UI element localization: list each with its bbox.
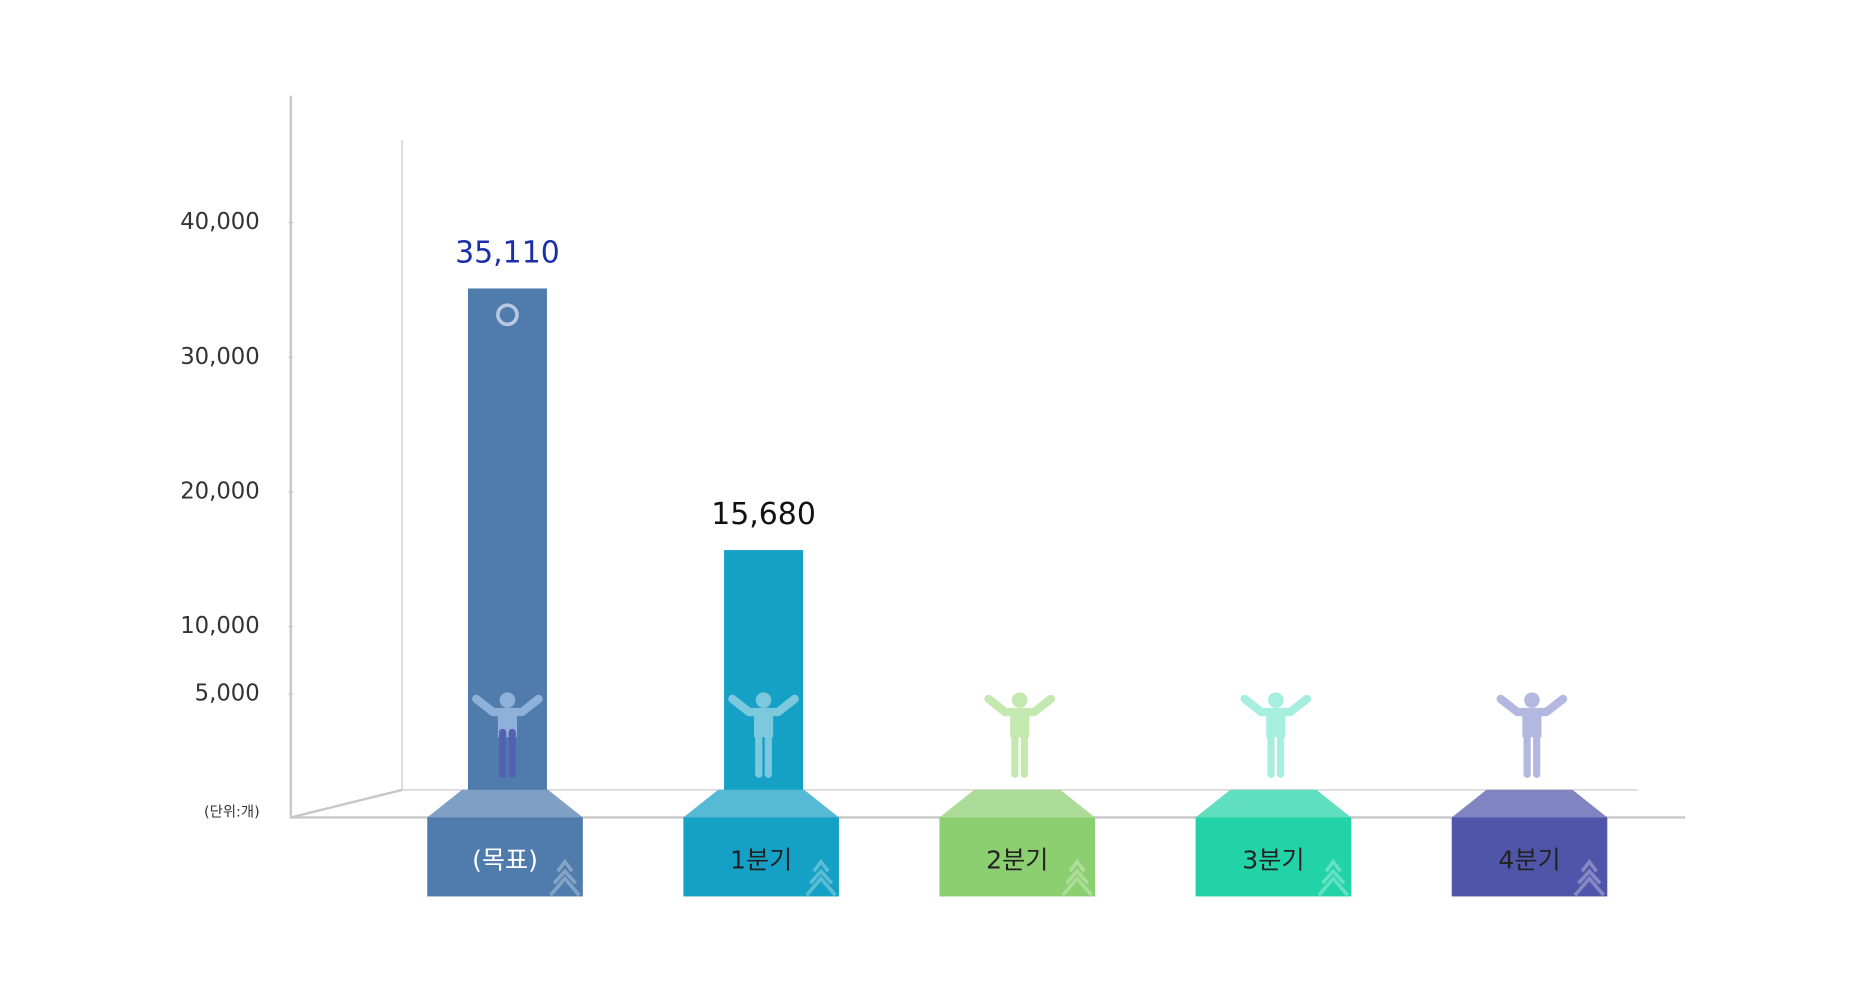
y-tick-label: 10,000 xyxy=(180,613,260,639)
pedestal-top xyxy=(683,789,839,818)
pedestal-top xyxy=(1195,789,1352,818)
y-tick-label: 20,000 xyxy=(180,478,260,504)
person-head xyxy=(499,692,516,708)
person-legs xyxy=(1011,728,1029,778)
unit-label: (단위:개) xyxy=(204,804,260,821)
y-tick-label: 30,000 xyxy=(180,344,260,370)
pedestal xyxy=(683,817,839,897)
pedestal-deco xyxy=(1573,858,1606,897)
pedestal xyxy=(1451,817,1608,897)
bar xyxy=(724,550,804,790)
pedestal-top-shade xyxy=(427,789,583,818)
pedestal-top xyxy=(427,789,583,818)
person-legs xyxy=(755,728,772,778)
value-label: 35,110 xyxy=(455,235,560,270)
pedestal-deco xyxy=(1061,858,1093,897)
value-label: 15,680 xyxy=(711,497,816,532)
pedestal-deco xyxy=(1317,858,1349,897)
pedestal xyxy=(427,817,583,897)
person-head xyxy=(1524,692,1540,708)
person-legs xyxy=(499,728,516,778)
marker-ring xyxy=(496,303,519,327)
pedestal-deco xyxy=(805,858,837,897)
y-tick-label: 5,000 xyxy=(195,680,260,706)
pedestal xyxy=(939,817,1096,897)
person-head xyxy=(1011,692,1028,708)
pedestal-top-shade xyxy=(939,789,1096,818)
person-legs xyxy=(1523,728,1541,778)
pedestal-top-shade xyxy=(1195,789,1352,818)
pedestal-top-shade xyxy=(683,789,839,818)
pedestal-top xyxy=(1451,789,1608,818)
category-label: 1분기 xyxy=(730,846,792,875)
y-tick-label: 40,000 xyxy=(180,209,260,235)
pedestal-deco xyxy=(549,858,581,897)
person-head xyxy=(755,692,772,708)
category-label: 3분기 xyxy=(1242,846,1304,875)
category-label: 4분기 xyxy=(1498,846,1560,875)
pedestal xyxy=(1195,817,1352,897)
pedestal-top-shade xyxy=(1451,789,1608,818)
person-legs xyxy=(1267,728,1285,778)
person-head xyxy=(1268,692,1284,708)
category-label: 2분기 xyxy=(986,846,1048,875)
category-label: (목표) xyxy=(472,846,538,875)
pedestal-top xyxy=(939,789,1096,818)
